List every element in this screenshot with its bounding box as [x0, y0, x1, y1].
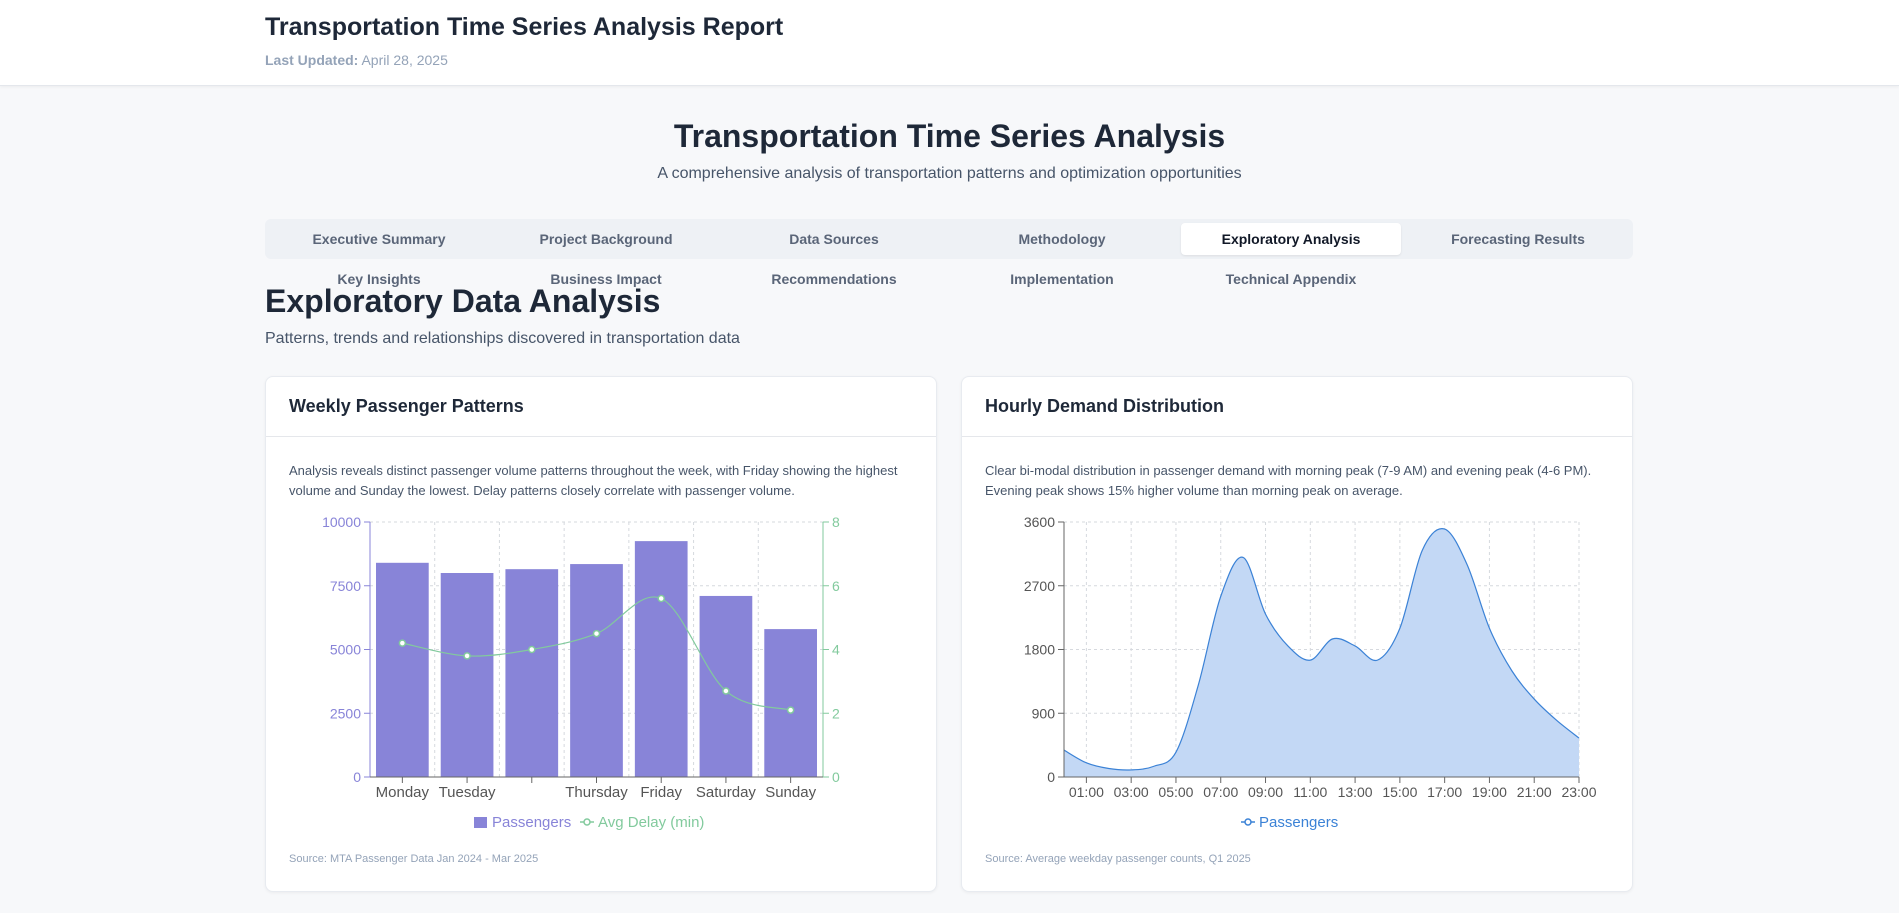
tab-bar: [265, 219, 1633, 259]
legend-passengers-marker: [1244, 818, 1252, 826]
card-source: Source: Average weekday passenger counts…: [985, 853, 1251, 865]
x-tick-label: Sunday: [765, 784, 816, 801]
avg-delay-point-saturday: [722, 687, 730, 695]
bar-saturday: [699, 595, 753, 777]
x-tick-label: Thursday: [565, 784, 628, 801]
x-tick-label: Tuesday: [439, 784, 496, 801]
x-tick-label: 03:00: [1114, 784, 1149, 800]
x-tick-label: 07:00: [1203, 784, 1238, 800]
tab-business-impact[interactable]: Business Impact: [550, 271, 662, 287]
y-left-tick-label: 10000: [322, 514, 361, 530]
legend-delay-label: Avg Delay (min): [598, 814, 704, 831]
y-tick-label: 1800: [1024, 642, 1055, 658]
bar-friday: [634, 541, 688, 777]
y-right-tick-label: 2: [832, 705, 840, 721]
x-tick-label: 13:00: [1338, 784, 1373, 800]
bar-monday: [376, 562, 429, 777]
card-source: Source: MTA Passenger Data Jan 2024 - Ma…: [289, 853, 539, 865]
card-header: Hourly Demand Distribution: [962, 377, 1632, 437]
y-left-tick-label: 7500: [330, 578, 361, 594]
card-title: Weekly Passenger Patterns: [289, 396, 524, 416]
y-left-tick-label: 2500: [330, 705, 361, 721]
legend-delay-marker: [583, 818, 591, 826]
tab-technical-appendix[interactable]: Technical Appendix: [1225, 271, 1357, 287]
tab-executive-summary[interactable]: Executive Summary: [312, 231, 446, 247]
passengers-area: [1064, 528, 1579, 777]
avg-delay-point-monday: [398, 639, 407, 647]
y-tick-label: 0: [1047, 769, 1055, 785]
x-tick-label: 05:00: [1158, 784, 1193, 800]
avg-delay-point-tuesday: [463, 652, 471, 660]
hourly-demand-card: Hourly Demand Distribution Clear bi-moda…: [961, 376, 1633, 892]
avg-delay-point-sunday: [786, 706, 795, 714]
y-tick-label: 2700: [1024, 578, 1055, 594]
card-description: Analysis reveals distinct passenger volu…: [289, 463, 898, 498]
report-title: Transportation Time Series Analysis Repo…: [265, 13, 784, 41]
page-title: Transportation Time Series Analysis: [673, 118, 1226, 154]
y-tick-label: 900: [1032, 705, 1056, 721]
card-header: Weekly Passenger Patterns: [266, 377, 936, 437]
y-right-tick-label: 0: [832, 769, 840, 785]
y-tick-label: 3600: [1024, 514, 1055, 530]
last-updated-label: Last Updated:: [265, 52, 359, 68]
avg-delay-point-friday: [657, 594, 665, 603]
y-right-tick-label: 8: [832, 514, 840, 530]
tab-recommendations[interactable]: Recommendations: [771, 271, 897, 287]
last-updated-date: April 28, 2025: [361, 52, 448, 68]
legend-passengers-label: Passengers: [492, 814, 571, 831]
x-tick-label: 09:00: [1248, 784, 1283, 800]
section-subtitle: Patterns, trends and relationships disco…: [265, 330, 740, 347]
tab-key-insights[interactable]: Key Insights: [337, 271, 421, 287]
y-right-tick-label: 6: [832, 578, 840, 594]
x-tick-label: 19:00: [1472, 784, 1507, 800]
card-description: Clear bi-modal distribution in passenger…: [985, 463, 1592, 498]
legend-passengers-label: Passengers: [1259, 814, 1338, 831]
y-left-tick-label: 0: [353, 769, 361, 785]
bar-sunday: [764, 629, 817, 777]
weekly-passenger-chart: 0 2500 5000 7500 10000 0 2 4 6 8 Monday Tuesday Thur…: [322, 514, 840, 831]
tab-methodology[interactable]: Methodology: [1018, 231, 1106, 247]
x-tick-label: 11:00: [1293, 784, 1327, 800]
y-right-tick-label: 4: [832, 642, 840, 658]
tab-exploratory-analysis[interactable]: Exploratory Analysis: [1181, 223, 1401, 255]
y-left-tick-label: 5000: [330, 642, 361, 658]
avg-delay-point-thursday: [592, 629, 601, 638]
x-tick-label: 17:00: [1427, 784, 1462, 800]
hourly-demand-chart: 0 900 1800 2700 3600 01:00 03:00 05:00 07:00 09:0…: [1024, 514, 1597, 831]
bar-tuesday: [440, 573, 494, 777]
x-tick-label: Friday: [640, 784, 682, 801]
legend-passengers-swatch: [474, 817, 487, 828]
bar-wednesday: [505, 569, 559, 777]
top-header: Transportation Time Series Analysis Repo…: [0, 0, 1899, 86]
x-tick-label: 15:00: [1382, 784, 1417, 800]
weekly-passenger-card: Weekly Passenger Patterns Analysis revea…: [265, 376, 937, 892]
tab-data-sources[interactable]: Data Sources: [789, 231, 879, 247]
x-tick-label: Monday: [376, 784, 430, 801]
tab-forecasting-results[interactable]: Forecasting Results: [1451, 231, 1585, 247]
avg-delay-point-wednesday: [528, 645, 536, 654]
x-tick-label: 21:00: [1517, 784, 1552, 800]
bar-thursday: [570, 564, 623, 777]
tab-project-background[interactable]: Project Background: [539, 231, 673, 247]
tab-implementation[interactable]: Implementation: [1010, 271, 1114, 287]
x-tick-label: 01:00: [1069, 784, 1104, 800]
last-updated: Last Updated: April 28, 2025: [265, 52, 448, 68]
x-tick-label: Saturday: [696, 784, 757, 801]
x-tick-label: 23:00: [1561, 784, 1596, 800]
passengers-line: [1063, 528, 1580, 771]
card-title: Hourly Demand Distribution: [985, 396, 1225, 416]
page-subtitle: A comprehensive analysis of transportati…: [657, 165, 1242, 182]
section-title: Exploratory Data Analysis: [265, 283, 661, 319]
